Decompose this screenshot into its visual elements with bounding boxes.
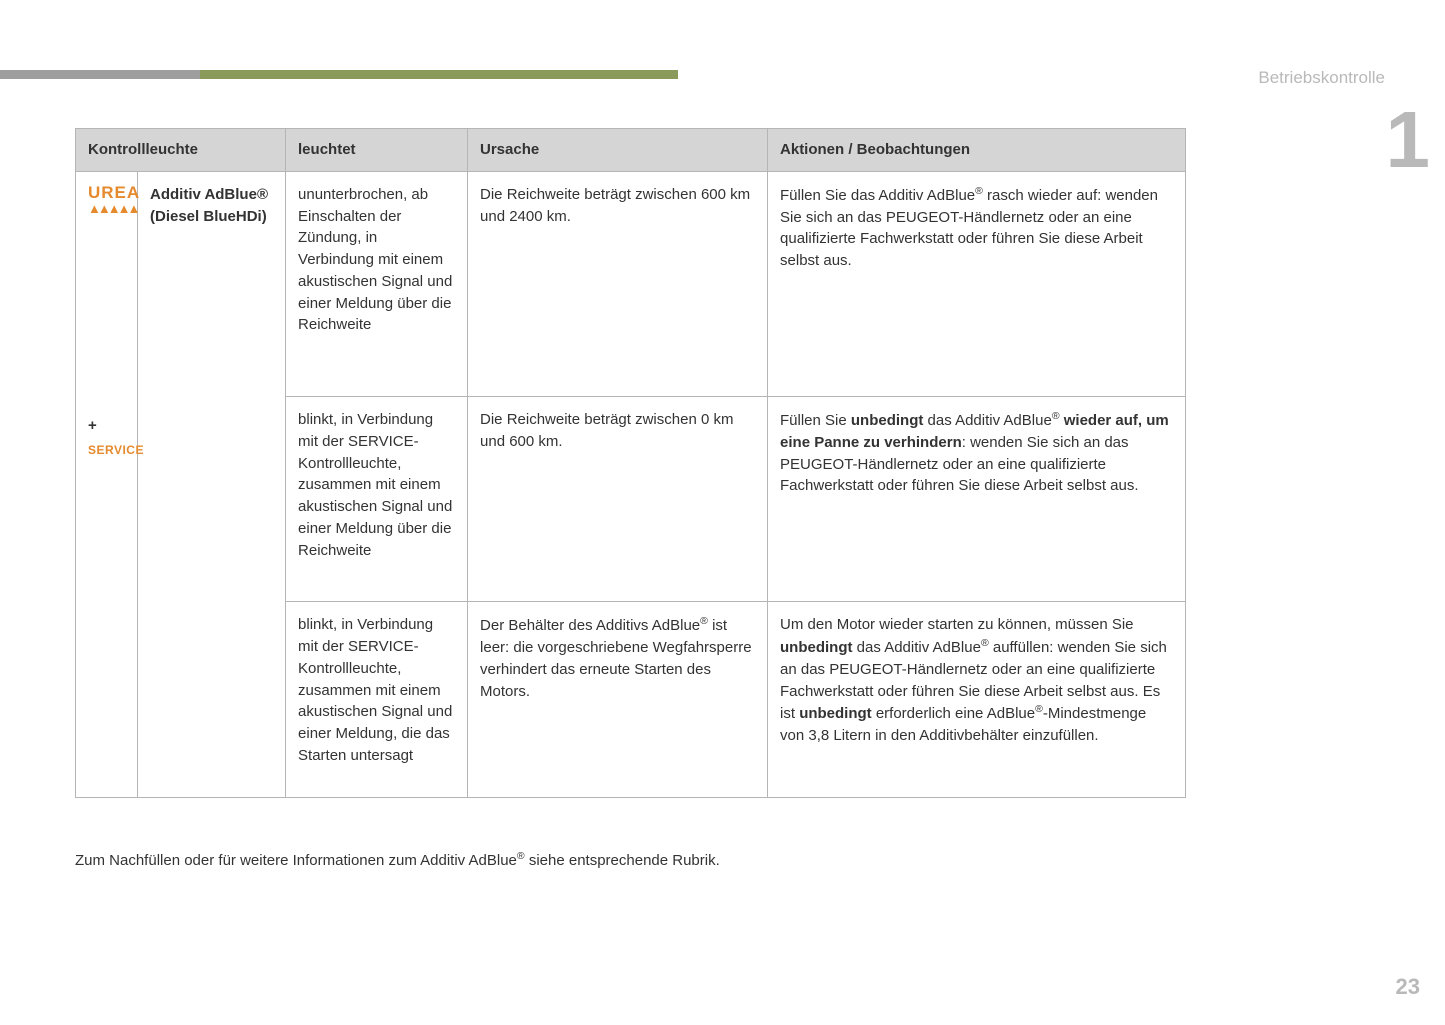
header-bar [0, 70, 678, 79]
th-kontrollleuchte: Kontrollleuchte [76, 129, 286, 172]
cell-aktionen: Füllen Sie unbedingt das Additiv AdBlue®… [768, 397, 1186, 602]
cell-leuchtet: blinkt, in Verbindung mit der SERVICE-Ko… [286, 602, 468, 797]
table-header-row: Kontrollleuchte leuchtet Ursache Aktione… [76, 129, 1186, 172]
service-icon: SERVICE [88, 442, 125, 459]
warning-lights-table: Kontrollleuchte leuchtet Ursache Aktione… [75, 128, 1186, 798]
additive-subtitle: (Diesel BlueHDi) [150, 208, 267, 225]
cell-ursache: Der Behälter des Additivs AdBlue® ist le… [468, 602, 768, 797]
icon-cell-urea: UREA ▲▲▲▲▲ [76, 171, 138, 396]
cell-aktionen: Füllen Sie das Additiv AdBlue® rasch wie… [768, 171, 1186, 396]
th-aktionen: Aktionen / Beobachtungen [768, 129, 1186, 172]
page-number: 23 [1396, 974, 1420, 1000]
table-row: UREA ▲▲▲▲▲ Additiv AdBlue® (Diesel BlueH… [76, 171, 1186, 396]
cell-leuchtet: blinkt, in Verbindung mit der SERVICE-Ko… [286, 397, 468, 602]
bar-segment-olive [200, 70, 678, 79]
cell-ursache: Die Reichweite beträgt zwischen 0 km und… [468, 397, 768, 602]
section-label: Betriebskontrolle [1258, 68, 1385, 88]
bar-segment-grey [0, 70, 200, 79]
icon-cell-service: + SERVICE [76, 397, 138, 798]
cell-leuchtet: ununterbrochen, ab Einschalten der Zündu… [286, 171, 468, 396]
cell-ursache: Die Reichweite beträgt zwischen 600 km u… [468, 171, 768, 396]
th-leuchtet: leuchtet [286, 129, 468, 172]
plus-icon: + [88, 415, 125, 437]
additive-name-cell: Additiv AdBlue® (Diesel BlueHDi) [138, 171, 286, 797]
additive-title: Additiv AdBlue® [150, 186, 268, 203]
content-area: Kontrollleuchte leuchtet Ursache Aktione… [75, 128, 1370, 798]
th-ursache: Ursache [468, 129, 768, 172]
footer-note: Zum Nachfüllen oder für weitere Informat… [75, 850, 720, 869]
urea-wave-icon: ▲▲▲▲▲ [88, 200, 125, 219]
chapter-number: 1 [1386, 100, 1431, 180]
cell-aktionen: Um den Motor wieder starten zu können, m… [768, 602, 1186, 797]
